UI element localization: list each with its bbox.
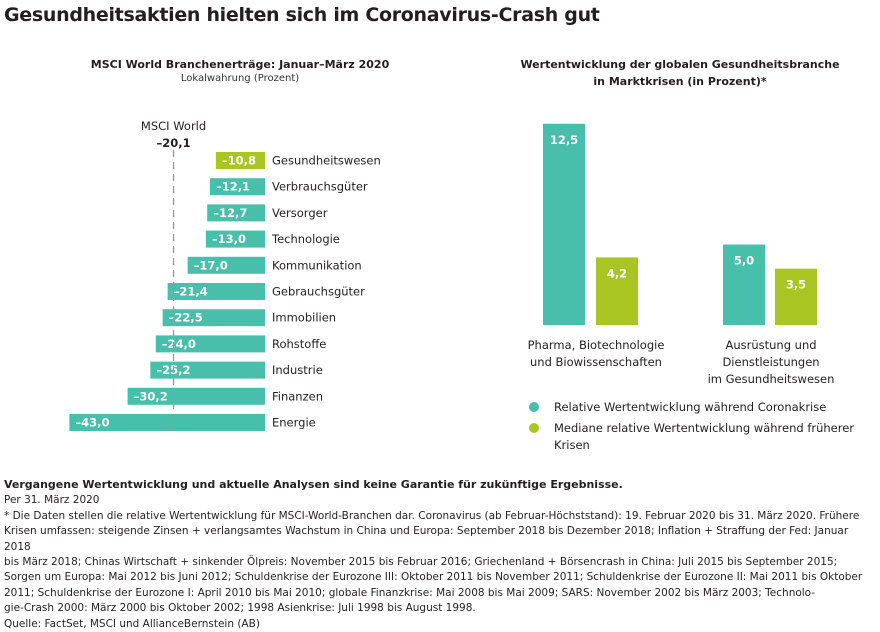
footer-line: Quelle: FactSet, MSCI und AllianceBernst… bbox=[4, 617, 260, 630]
bar bbox=[596, 257, 638, 325]
category-label: Finanzen bbox=[272, 389, 323, 403]
footer-notes: Vergangene Wertentwicklung und aktuelle … bbox=[4, 477, 878, 632]
disclaimer: Vergangene Wertentwicklung und aktuelle … bbox=[4, 478, 623, 491]
category-label: Kommunikation bbox=[272, 258, 362, 272]
group-label: und Biowissenschaften bbox=[530, 355, 662, 369]
left-chart-title: MSCI World Branchenerträge: Januar–März … bbox=[90, 58, 390, 71]
legend-label: Krisen bbox=[554, 438, 590, 452]
bar bbox=[167, 283, 265, 300]
category-label: Verbrauchsgüter bbox=[272, 180, 368, 194]
legend-marker bbox=[529, 402, 539, 412]
right-chart-title: Wertentwicklung der globalen Gesundheits… bbox=[480, 56, 880, 90]
legend-label: Mediane relative Wertentwicklung während… bbox=[554, 421, 854, 435]
bar bbox=[775, 268, 817, 325]
category-label: Gebrauchsgüter bbox=[272, 285, 365, 299]
legend-label: Relative Wertentwicklung während Coronak… bbox=[554, 400, 826, 414]
bar bbox=[209, 178, 265, 196]
bar bbox=[205, 230, 265, 248]
bar-value-label: –43,0 bbox=[75, 416, 109, 430]
bar bbox=[150, 361, 265, 379]
bar bbox=[155, 335, 265, 353]
bar-value-label: 5,0 bbox=[734, 254, 754, 268]
reference-label: MSCI World bbox=[141, 119, 206, 133]
bar-value-label: –30,2 bbox=[134, 389, 168, 403]
bar-value-label: 3,5 bbox=[786, 278, 806, 292]
bar-value-label: –22,5 bbox=[169, 311, 203, 325]
footer-line: Krisen umfassen: steigende Zinsen + verl… bbox=[4, 525, 849, 553]
category-label: Versorger bbox=[272, 206, 328, 220]
category-label: Gesundheitswesen bbox=[272, 154, 381, 168]
footer-line: 2011; Schuldenkrise der Eurozone I: Apri… bbox=[4, 586, 816, 599]
bar bbox=[127, 387, 265, 405]
bar-value-label: –13,0 bbox=[212, 232, 246, 246]
reference-value: –20,1 bbox=[156, 136, 190, 150]
footer-line: * Die Daten stellen die relative Wertent… bbox=[4, 509, 860, 522]
bar bbox=[723, 244, 765, 325]
footer-line: gie-Crash 2000: März 2000 bis Oktober 20… bbox=[4, 602, 476, 615]
bar-value-label: –21,4 bbox=[174, 285, 208, 299]
right-chart-title-line-1: Wertentwicklung der globalen Gesundheits… bbox=[520, 58, 840, 71]
bar-value-label: 12,5 bbox=[550, 133, 578, 147]
footer-line: bis März 2018; Chinas Wirtschaft + sinke… bbox=[4, 556, 838, 569]
group-label: Dienstleistungen bbox=[722, 355, 819, 369]
category-label: Technologie bbox=[271, 232, 340, 246]
category-label: Rohstoffe bbox=[272, 337, 326, 351]
left-chart-unit: Lokalwahrung (Prozent) bbox=[180, 73, 300, 84]
bar bbox=[162, 309, 265, 327]
group-label: Ausrüstung und bbox=[725, 338, 816, 352]
page-title: Gesundheitsaktien hielten sich im Corona… bbox=[4, 4, 600, 26]
footer-line: Per 31. März 2020 bbox=[4, 494, 100, 507]
category-label: Immobilien bbox=[272, 311, 336, 325]
bar-value-label: –17,0 bbox=[194, 258, 228, 272]
bar bbox=[207, 204, 265, 222]
group-label: im Gesundheitswesen bbox=[708, 372, 835, 386]
bar-value-label: –10,8 bbox=[222, 154, 256, 168]
bar bbox=[215, 152, 265, 169]
bar bbox=[543, 123, 585, 325]
bar-value-label: –12,7 bbox=[213, 206, 247, 220]
bar-value-label: 4,2 bbox=[607, 266, 627, 280]
charts-canvas: –10,8 Gesundheitswesen –12,1 Verbrauchsgüte… bbox=[69, 119, 854, 452]
category-label: Energie bbox=[272, 416, 316, 430]
footer-line: Sorgen um Europa: Mai 2012 bis Juni 2012… bbox=[4, 571, 863, 584]
bar bbox=[187, 256, 265, 274]
legend-marker bbox=[529, 423, 539, 433]
category-label: Industrie bbox=[272, 363, 323, 377]
bar-value-label: –24,0 bbox=[162, 337, 196, 351]
bar bbox=[69, 414, 265, 431]
group-label: Pharma, Biotechnologie bbox=[528, 338, 665, 352]
right-chart-title-line-2: in Marktkrisen (in Prozent)* bbox=[593, 75, 767, 88]
bar-value-label: –12,1 bbox=[216, 180, 250, 194]
